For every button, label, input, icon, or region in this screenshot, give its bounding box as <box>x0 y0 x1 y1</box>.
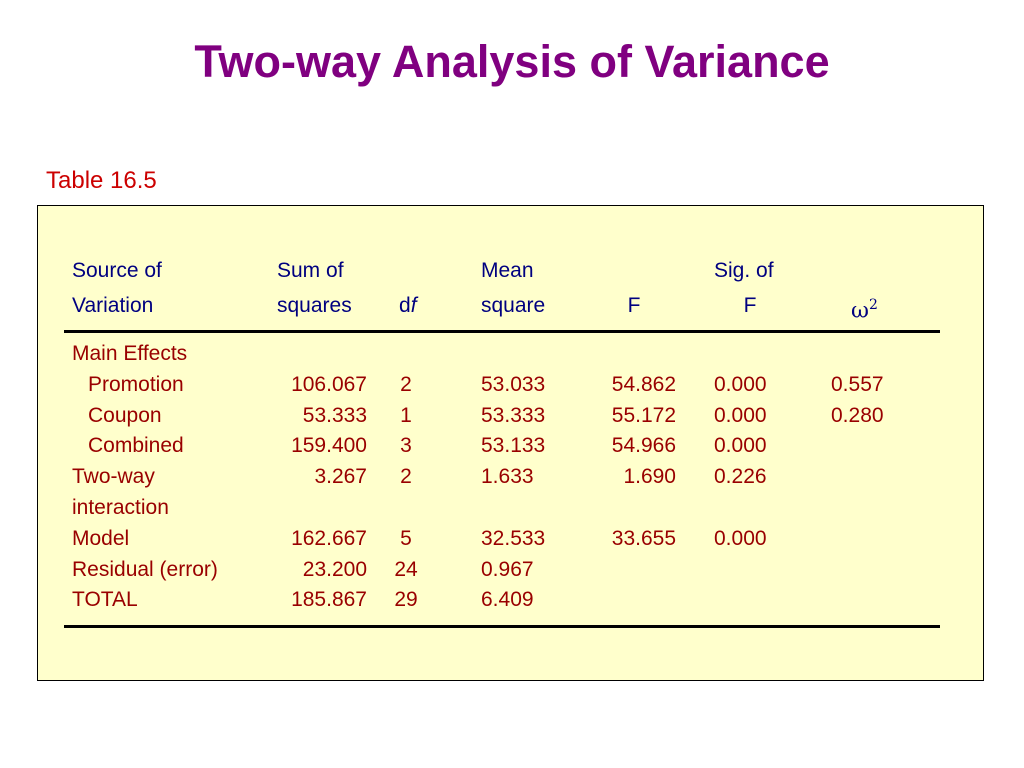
row-source: Promotion <box>88 373 184 396</box>
row-ss: 185.867 <box>291 588 367 611</box>
row-ss: 23.200 <box>302 558 367 581</box>
header-ss-line2: squares <box>277 294 352 317</box>
row-source: Residual (error) <box>72 558 218 581</box>
row-omega: 0.280 <box>831 404 884 427</box>
header-sig-line2: F <box>743 294 757 317</box>
header-omega-squared: ω2 <box>851 290 878 326</box>
row-ms: 6.409 <box>481 588 534 611</box>
row-df: 1 <box>400 404 412 427</box>
row-ss: 106.067 <box>291 373 367 396</box>
header-source-line1: Source of <box>72 259 162 282</box>
row-ss: 162.667 <box>291 527 367 550</box>
header-ms-line1: Mean <box>481 259 534 282</box>
header-ss-line1: Sum of <box>277 259 344 282</box>
row-source: Coupon <box>88 404 162 427</box>
header-ms-line2: square <box>481 294 546 317</box>
row-source: interaction <box>72 496 169 519</box>
row-df: 2 <box>400 465 412 488</box>
header-f: F <box>627 294 641 317</box>
slide-title: Two-way Analysis of Variance <box>194 36 830 87</box>
row-ms: 1.633 <box>481 465 534 488</box>
row-df: 2 <box>400 373 412 396</box>
row-df: 29 <box>394 588 418 611</box>
row-f: 33.655 <box>611 527 676 550</box>
row-ms: 53.133 <box>481 434 546 457</box>
table-caption: Table 16.5 <box>46 167 157 194</box>
header-sig-line1: Sig. of <box>714 259 774 282</box>
row-source: Main Effects <box>72 342 188 365</box>
header-rule <box>64 330 940 333</box>
row-ms: 53.033 <box>481 373 546 396</box>
row-ms: 32.533 <box>481 527 546 550</box>
row-source: Model <box>72 527 130 550</box>
row-df: 3 <box>400 434 412 457</box>
row-df: 24 <box>394 558 418 581</box>
header-source-line2: Variation <box>72 294 154 317</box>
row-f: 54.966 <box>611 434 676 457</box>
row-sig: 0.000 <box>714 404 767 427</box>
row-ss: 53.333 <box>302 404 367 427</box>
anova-table-panel <box>37 205 984 681</box>
omega-symbol: ω <box>851 298 869 324</box>
omega-exponent: 2 <box>868 297 878 313</box>
row-ms: 0.967 <box>481 558 534 581</box>
row-source: Combined <box>88 434 184 457</box>
row-ms: 53.333 <box>481 404 546 427</box>
row-df: 5 <box>400 527 412 550</box>
row-f: 1.690 <box>623 465 676 488</box>
row-sig: 0.000 <box>714 527 767 550</box>
row-f: 54.862 <box>611 373 676 396</box>
row-f: 55.172 <box>611 404 676 427</box>
row-omega: 0.557 <box>831 373 884 396</box>
header-df: df <box>399 294 417 317</box>
row-ss: 159.400 <box>291 434 367 457</box>
row-sig: 0.000 <box>714 373 767 396</box>
row-sig: 0.226 <box>714 465 767 488</box>
row-source: Two-way <box>72 465 155 488</box>
footer-rule <box>64 625 940 628</box>
row-source: TOTAL <box>72 588 138 611</box>
row-sig: 0.000 <box>714 434 767 457</box>
row-ss: 3.267 <box>314 465 367 488</box>
